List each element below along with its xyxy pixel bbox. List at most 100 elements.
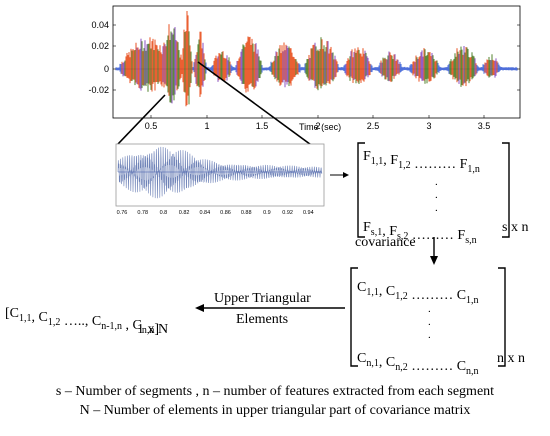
waveform-plot: 0.04 0.02 0 -0.02 0.5 1 1.5 2 2.5 3 3.5 Time (sec… <box>88 5 521 132</box>
legend-line-1: s – Number of segments , n – number of f… <box>55 384 495 399</box>
matrix-symbol: ……… <box>408 359 457 374</box>
zoom-connector-right <box>197 61 319 151</box>
matrix-symbol: , <box>379 355 386 370</box>
matrix-symbol: C <box>457 288 466 303</box>
zoomed-waveform-plot: 0.76 0.78 0.8 0.82 0.84 0.86 0.88 0.9 0.92 0.94 <box>115 143 325 216</box>
cov-matrix-size: n x n <box>497 351 525 366</box>
zoomed-signal <box>117 146 323 199</box>
zoomed-x-tick-label: 0.78 <box>137 210 148 216</box>
zoomed-x-tick-label: 0.92 <box>282 210 293 216</box>
matrix-symbol: , <box>383 153 390 168</box>
matrix-symbol: F <box>460 157 468 172</box>
covariance-label: covariance <box>355 235 416 250</box>
matrix-subscript: s,n <box>465 235 476 246</box>
matrix-subscript: n,2 <box>395 362 408 373</box>
feature-matrix-row-first: F1,1, F1,2 ……… F1,n <box>363 149 480 175</box>
vector-size: 1 x N <box>137 322 168 337</box>
cov-matrix-vdots: . <box>428 329 431 341</box>
zoomed-x-tick-label: 0.94 <box>303 210 314 216</box>
cov-matrix-right-bracket <box>498 267 506 367</box>
matrix-symbol: C <box>357 280 366 295</box>
upper-triangular-label-line2: Elements <box>236 312 288 327</box>
matrix-symbol: , C <box>122 318 142 333</box>
upper-triangular-arrow: Upper Triangular Elements <box>195 291 345 327</box>
zoomed-x-tick-label: 0.86 <box>220 210 231 216</box>
matrix-symbol: F <box>389 224 397 239</box>
matrix-subscript: 1,n <box>467 164 480 175</box>
matrix-subscript: 1,2 <box>395 291 408 302</box>
matrix-symbol: ] <box>154 322 159 337</box>
matrix-symbol: ……… <box>411 157 460 172</box>
zoomed-x-tick-label: 0.88 <box>241 210 252 216</box>
feature-matrix-vdots: . <box>435 202 438 214</box>
waveform-y-ticks: 0.04 0.02 0 -0.02 <box>88 20 520 95</box>
zoomed-x-tick-label: 0.8 <box>160 210 168 216</box>
matrix-subscript: s,1 <box>371 227 382 238</box>
covariance-arrow: covariance <box>355 235 438 265</box>
waveform-x-tick-label: 0.5 <box>145 121 158 131</box>
matrix-symbol: C <box>357 351 366 366</box>
covariance-matrix: C1,1, C1,2 ……… C1,n . . . Cn,1, Cn,2 ………… <box>350 267 525 377</box>
feature-matrix-size: s x n <box>502 220 528 235</box>
arrow-to-feature-matrix <box>330 172 349 178</box>
cov-matrix-vdots: . <box>428 316 431 328</box>
feature-matrix-vdots: . <box>435 189 438 201</box>
waveform-x-ticks: 0.5 1 1.5 2 2.5 3 3.5 <box>145 115 491 131</box>
matrix-subscript: n-1,n <box>101 321 122 332</box>
cov-matrix-left-bracket <box>350 267 358 367</box>
zoomed-x-tick-label: 0.9 <box>263 210 271 216</box>
waveform-x-tick-label: 3.5 <box>478 121 491 131</box>
cov-matrix-row-first: C1,1, C1,2 ……… C1,n <box>357 280 479 306</box>
matrix-symbol: F <box>457 228 465 243</box>
matrix-symbol: , <box>382 224 389 239</box>
cov-matrix-row-last: Cn,1, Cn,2 ……… Cn,n <box>357 351 479 377</box>
matrix-subscript: n,n <box>142 325 155 336</box>
matrix-subscript: 1,1 <box>19 313 32 324</box>
zoomed-x-tick-label: 0.84 <box>199 210 210 216</box>
feature-matrix-row-last: Fs,1, Fs,2 ……… Fs,n <box>363 220 477 246</box>
matrix-subscript: 1,2 <box>398 160 411 171</box>
waveform-x-tick-label: 1 <box>204 121 209 131</box>
matrix-symbol: [C <box>5 306 19 321</box>
waveform-signal <box>115 11 518 107</box>
waveform-y-tick-label: 0 <box>104 64 109 74</box>
zoomed-x-tick-label: 0.82 <box>179 210 190 216</box>
matrix-symbol: F <box>390 153 398 168</box>
zoom-connector-left <box>117 94 166 145</box>
matrix-symbol: F <box>363 220 371 235</box>
matrix-subscript: s,2 <box>397 231 408 242</box>
matrix-subscript: n,n <box>466 366 479 377</box>
matrix-symbol: C <box>386 284 395 299</box>
matrix-subscript: 1,1 <box>371 156 384 167</box>
matrix-subscript: n,1 <box>366 358 379 369</box>
zoomed-x-ticks: 0.76 0.78 0.8 0.82 0.84 0.86 0.88 0.9 0.92 0.94 <box>117 210 314 216</box>
upper-triangular-label-line1: Upper Triangular <box>214 291 311 306</box>
matrix-symbol: ……… <box>408 228 457 243</box>
vector-elements: [C1,1, C1,2 ….., Cn-1,n , Cn,n] <box>5 306 159 337</box>
legend-line-2: N – Number of elements in upper triangul… <box>79 403 471 418</box>
feature-matrix: F1,1, F1,2 ……… F1,n . . . Fs,1, Fs,2 ………… <box>357 142 528 246</box>
matrix-symbol: F <box>363 149 371 164</box>
cov-matrix-vdots: . <box>428 303 431 315</box>
waveform-x-tick-label: 3 <box>426 121 431 131</box>
matrix-symbol: ….., C <box>60 314 101 329</box>
matrix-symbol: C <box>386 355 395 370</box>
upper-triangular-vector: [C1,1, C1,2 ….., Cn-1,n , Cn,n] 1 x N <box>5 306 168 337</box>
feature-matrix-right-bracket <box>502 142 510 238</box>
waveform-x-tick-label: 2 <box>315 121 320 131</box>
waveform-x-tick-label: 2.5 <box>367 121 380 131</box>
matrix-subscript: 1,2 <box>48 317 61 328</box>
matrix-symbol: C <box>457 359 466 374</box>
matrix-symbol: ……… <box>408 288 457 303</box>
matrix-subscript: 1,1 <box>366 287 379 298</box>
feature-matrix-vdots: . <box>435 176 438 188</box>
matrix-symbol: , C <box>32 310 48 325</box>
zoomed-x-tick-label: 0.76 <box>117 210 128 216</box>
waveform-time-label: Time (sec) <box>299 122 341 132</box>
matrix-subscript: 1,n <box>466 295 479 306</box>
waveform-y-tick-label: 0.04 <box>91 20 109 30</box>
waveform-y-tick-label: -0.02 <box>88 85 109 95</box>
waveform-y-tick-label: 0.02 <box>91 41 109 51</box>
waveform-x-tick-label: 1.5 <box>256 121 269 131</box>
